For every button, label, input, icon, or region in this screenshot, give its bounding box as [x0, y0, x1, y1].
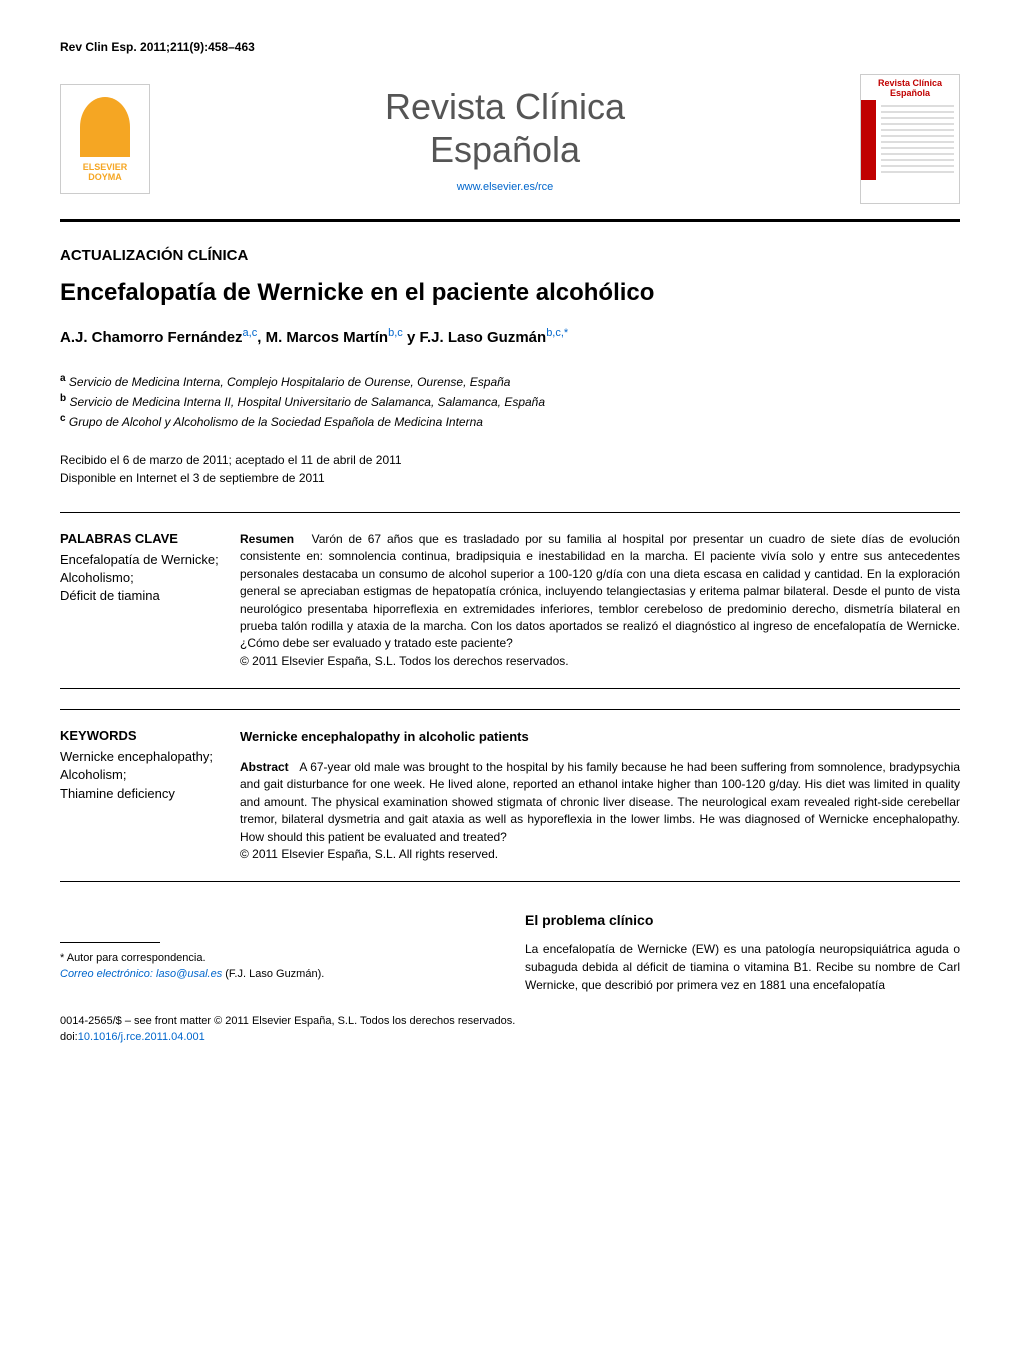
author-3: F.J. Laso Guzmán: [419, 329, 546, 346]
journal-title-line1: Revista Clínica: [385, 86, 625, 127]
keywords-spanish-title: PALABRAS CLAVE: [60, 531, 220, 546]
doi-link[interactable]: 10.1016/j.rce.2011.04.001: [78, 1031, 205, 1043]
keywords-english-title: KEYWORDS: [60, 728, 220, 743]
affiliation-a: Servicio de Medicina Interna, Complejo H…: [69, 375, 511, 389]
journal-url[interactable]: www.elsevier.es/rce: [150, 181, 860, 193]
abstract-spanish-text: Resumen Varón de 67 años que es traslada…: [240, 531, 960, 670]
journal-cover-thumbnail: Revista Clínica Española: [860, 74, 960, 204]
author-2: M. Marcos Martín: [266, 329, 389, 346]
article-section-type: ACTUALIZACIÓN CLÍNICA: [60, 247, 960, 264]
cover-content-lines: [881, 105, 954, 177]
author-sep-1: ,: [257, 329, 265, 346]
affiliations-block: a Servicio de Medicina Interna, Complejo…: [60, 371, 960, 431]
elsevier-tree-icon: [80, 97, 130, 157]
keywords-english-col: KEYWORDS Wernicke encephalopathy; Alcoho…: [60, 728, 240, 863]
cover-title: Revista Clínica Española: [861, 75, 959, 101]
author-1-affil: a,c: [243, 327, 258, 339]
author-2-affil: b,c: [388, 327, 403, 339]
cover-sidebar: [861, 100, 876, 180]
online-date: Disponible en Internet el 3 de septiembr…: [60, 469, 960, 487]
abstract-english-title: Wernicke encephalopathy in alcoholic pat…: [240, 728, 960, 747]
issn-copyright-line: 0014-2565/$ – see front matter © 2011 El…: [60, 1014, 960, 1029]
author-sep-2: y: [403, 329, 420, 346]
abstract-label: Abstract: [240, 760, 289, 774]
body-paragraph: La encefalopatía de Wernicke (EW) es una…: [525, 940, 960, 994]
article-title: Encefalopatía de Wernicke en el paciente…: [60, 279, 960, 307]
journal-title-line2: Española: [430, 129, 580, 170]
email-author-name: (F.J. Laso Guzmán).: [225, 968, 324, 980]
resumen-copyright: © 2011 Elsevier España, S.L. Todos los d…: [240, 653, 960, 670]
section-heading-problema: El problema clínico: [525, 912, 960, 928]
journal-header: ELSEVIER DOYMA Revista Clínica Española …: [60, 74, 960, 222]
right-column: El problema clínico La encefalopatía de …: [525, 912, 960, 994]
abstract-english-box: KEYWORDS Wernicke encephalopathy; Alcoho…: [60, 709, 960, 882]
main-content-columns: * Autor para correspondencia. Correo ele…: [60, 912, 960, 994]
elsevier-logo: ELSEVIER DOYMA: [60, 84, 150, 194]
affiliation-b: Servicio de Medicina Interna II, Hospita…: [69, 395, 545, 409]
affiliation-c: Grupo de Alcohol y Alcoholismo de la Soc…: [69, 415, 483, 429]
corresponding-label: * Autor para correspondencia.: [60, 951, 495, 966]
authors-line: A.J. Chamorro Fernándeza,c, M. Marcos Ma…: [60, 327, 960, 346]
left-column: * Autor para correspondencia. Correo ele…: [60, 912, 495, 994]
received-accepted-date: Recibido el 6 de marzo de 2011; aceptado…: [60, 451, 960, 469]
abstract-body: A 67-year old male was brought to the ho…: [240, 760, 960, 844]
author-1: A.J. Chamorro Fernández: [60, 329, 243, 346]
abstract-copyright: © 2011 Elsevier España, S.L. All rights …: [240, 846, 960, 863]
corresponding-email[interactable]: laso@usal.es: [156, 968, 222, 980]
footnote-divider: [60, 942, 160, 943]
abstract-spanish-box: PALABRAS CLAVE Encefalopatía de Wernicke…: [60, 512, 960, 689]
abstract-english-text: Wernicke encephalopathy in alcoholic pat…: [240, 728, 960, 863]
footer-doi-section: 0014-2565/$ – see front matter © 2011 El…: [60, 1014, 960, 1045]
journal-title: Revista Clínica Española: [150, 85, 860, 171]
resumen-label: Resumen: [240, 532, 294, 546]
corresponding-footnote: * Autor para correspondencia. Correo ele…: [60, 951, 495, 982]
keywords-spanish-list: Encefalopatía de Wernicke; Alcoholismo; …: [60, 551, 220, 606]
author-3-affil: b,c,*: [546, 327, 568, 339]
email-label: Correo electrónico:: [60, 968, 153, 980]
keywords-english-list: Wernicke encephalopathy; Alcoholism; Thi…: [60, 748, 220, 803]
keywords-spanish-col: PALABRAS CLAVE Encefalopatía de Wernicke…: [60, 531, 240, 670]
citation-text: Rev Clin Esp. 2011;211(9):458–463: [60, 40, 960, 54]
resumen-body: Varón de 67 años que es trasladado por s…: [240, 532, 960, 650]
elsevier-publisher-text: ELSEVIER DOYMA: [66, 162, 144, 182]
article-dates: Recibido el 6 de marzo de 2011; aceptado…: [60, 451, 960, 487]
journal-title-block: Revista Clínica Española www.elsevier.es…: [150, 85, 860, 193]
doi-label: doi:: [60, 1031, 78, 1043]
